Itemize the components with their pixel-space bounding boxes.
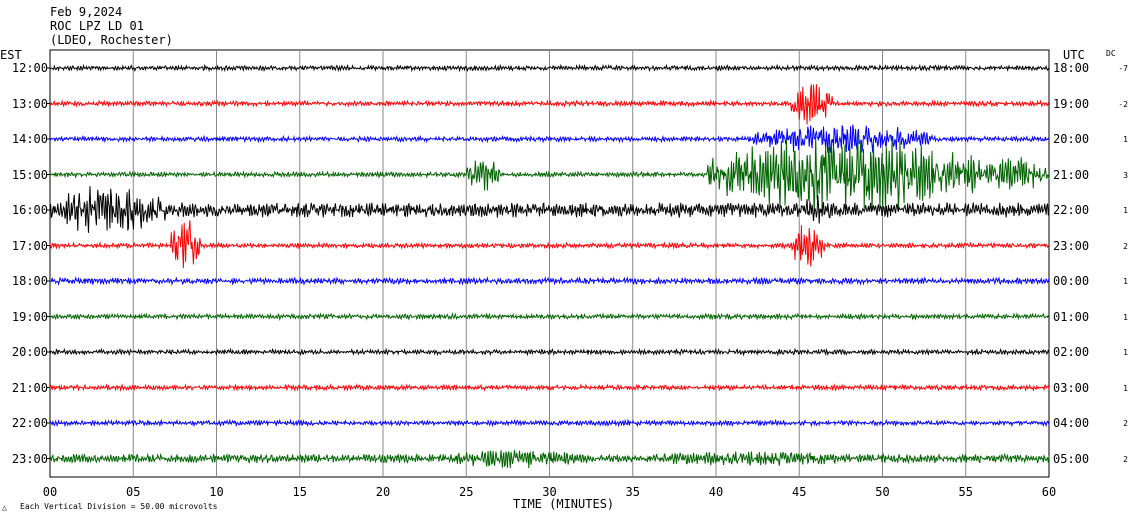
dc-value: 1: [1123, 206, 1128, 215]
utc-label-00:00: 00:00: [1053, 274, 1090, 288]
est-label-22:00: 22:00: [11, 416, 48, 430]
station-name: ROC LPZ LD 01: [50, 19, 144, 33]
trace-2100: [49, 383, 1050, 392]
trace-2000: [49, 347, 1050, 357]
est-label-12:00: 12:00: [11, 61, 48, 75]
x-tick-30: 30: [542, 485, 557, 499]
utc-label-02:00: 02:00: [1053, 345, 1090, 359]
est-label-15:00: 15:00: [11, 167, 48, 182]
chart-date: Feb 9,2024: [50, 5, 123, 19]
utc-label-18:00: 18:00: [1053, 61, 1090, 75]
x-tick-55: 55: [958, 485, 973, 499]
dc-label: DC: [1106, 49, 1116, 58]
x-tick-40: 40: [708, 485, 724, 499]
dc-value: 1: [1123, 277, 1128, 286]
dc-value: 2: [1123, 241, 1128, 251]
utc-axis-label: UTC: [1063, 48, 1085, 62]
trace-1600: [49, 186, 1050, 233]
est-label-19:00: 19:00: [11, 309, 48, 324]
trace-1200: [49, 63, 1050, 73]
x-tick-45: 45: [792, 485, 807, 499]
trace-2200: [49, 418, 1050, 428]
x-tick-25: 25: [459, 485, 474, 499]
est-label-20:00: 20:00: [11, 345, 48, 359]
est-label-23:00: 23:00: [11, 451, 48, 466]
footer-mark: △: [2, 503, 7, 512]
est-axis-label: EST: [0, 48, 22, 62]
utc-label-01:00: 01:00: [1053, 309, 1090, 324]
est-label-14:00: 14:00: [11, 132, 48, 146]
utc-label-21:00: 21:00: [1053, 167, 1090, 182]
trace-2300: [49, 449, 1050, 469]
utc-label-03:00: 03:00: [1053, 380, 1090, 395]
utc-label-20:00: 20:00: [1053, 132, 1090, 146]
dc-value: -7: [1118, 64, 1128, 73]
network-name: (LDEO, Rochester): [50, 33, 173, 47]
x-tick-35: 35: [625, 485, 640, 499]
est-label-16:00: 16:00: [11, 203, 48, 217]
dc-value: 3: [1123, 170, 1128, 180]
x-tick-60: 60: [1041, 485, 1057, 499]
scale-note: Each Vertical Division = 50.00 microvolt…: [20, 502, 218, 511]
utc-label-19:00: 19:00: [1053, 96, 1090, 111]
dc-value: 1: [1123, 383, 1128, 393]
trace-1400: [49, 124, 1050, 154]
dc-value: 1: [1123, 312, 1128, 322]
x-tick-05: 05: [126, 485, 141, 499]
dc-value: 1: [1123, 348, 1128, 357]
x-tick-00: 00: [42, 485, 58, 499]
x-tick-10: 10: [209, 485, 224, 499]
dc-value: -2: [1118, 99, 1128, 109]
dc-value: 1: [1123, 135, 1128, 144]
utc-label-23:00: 23:00: [1053, 238, 1090, 253]
trace-1500: [49, 133, 1050, 215]
est-label-13:00: 13:00: [11, 96, 48, 111]
utc-label-04:00: 04:00: [1053, 416, 1090, 430]
x-tick-20: 20: [375, 485, 391, 499]
utc-label-22:00: 22:00: [1053, 203, 1090, 217]
trace-1300: [49, 84, 1050, 125]
dc-value: 2: [1123, 454, 1128, 464]
est-label-18:00: 18:00: [11, 274, 48, 288]
trace-1900: [49, 312, 1050, 322]
trace-1700: [49, 220, 1050, 269]
est-label-17:00: 17:00: [11, 238, 48, 253]
x-axis-label: TIME (MINUTES): [513, 497, 615, 511]
trace-1800: [49, 276, 1050, 287]
x-tick-15: 15: [292, 485, 307, 499]
utc-label-05:00: 05:00: [1053, 451, 1090, 466]
x-tick-50: 50: [875, 485, 890, 499]
dc-value: 2: [1123, 419, 1128, 428]
est-label-21:00: 21:00: [11, 380, 48, 395]
